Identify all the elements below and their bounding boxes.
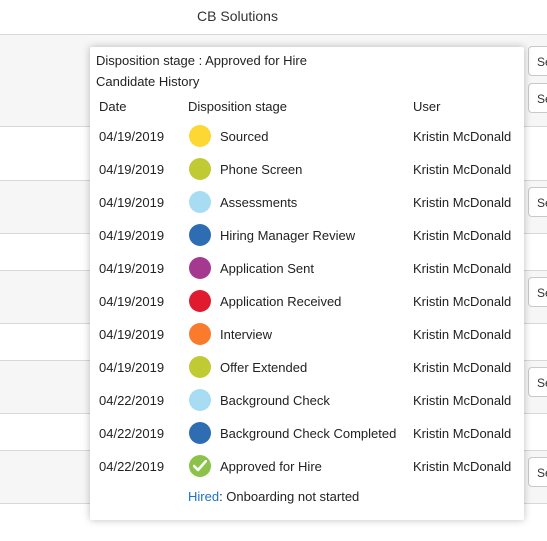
history-row: 04/22/2019 Background Check Completed Kris… — [90, 417, 524, 450]
row-date: 04/19/2019 — [99, 195, 165, 210]
row-user: Kristin McDonald — [413, 228, 512, 243]
select-button[interactable]: Se — [528, 457, 547, 487]
page-title: CB Solutions — [197, 8, 278, 24]
stage-color-dot — [189, 224, 211, 246]
row-user: Kristin McDonald — [413, 195, 512, 210]
user-column-header: User — [413, 99, 441, 114]
row-user: Kristin McDonald — [413, 261, 512, 276]
row-date: 04/19/2019 — [99, 360, 165, 375]
row-stage: Background Check — [220, 393, 330, 408]
row-user: Kristin McDonald — [413, 294, 512, 309]
row-date: 04/19/2019 — [99, 261, 165, 276]
stage-color-dot — [189, 125, 211, 147]
stage-color-dot — [189, 323, 211, 345]
row-stage: Background Check Completed — [220, 426, 397, 441]
row-stage: Sourced — [220, 129, 269, 144]
row-date: 04/19/2019 — [99, 129, 165, 144]
select-button[interactable]: Se — [528, 367, 547, 397]
date-column-header: Date — [99, 99, 127, 114]
row-stage: Phone Screen — [220, 162, 303, 177]
hired-link[interactable]: Hired — [188, 489, 220, 504]
row-date: 04/22/2019 — [99, 393, 165, 408]
stage-color-dot — [189, 422, 211, 444]
stage-column-header: Disposition stage — [188, 99, 287, 114]
history-row: 04/22/2019 Background Check Kristin McDona… — [90, 384, 524, 417]
select-button[interactable]: Se — [528, 277, 547, 307]
row-user: Kristin McDonald — [413, 459, 512, 474]
history-row: 04/19/2019 Hiring Manager Review Kristin M… — [90, 219, 524, 252]
check-icon — [189, 455, 211, 477]
history-row: 04/22/2019 Approved for Hire Kristin McDon… — [90, 450, 524, 483]
row-user: Kristin McDonald — [413, 162, 512, 177]
row-user: Kristin McDonald — [413, 360, 512, 375]
row-date: 04/19/2019 — [99, 327, 165, 342]
select-button[interactable]: Se — [528, 46, 547, 76]
history-row: 04/19/2019 Assessments Kristin McDonald — [90, 186, 524, 219]
history-row: 04/19/2019 Interview Kristin McDonald — [90, 318, 524, 351]
row-stage: Interview — [220, 327, 273, 342]
row-user: Kristin McDonald — [413, 426, 512, 441]
history-row: 04/19/2019 Sourced Kristin McDonald — [90, 120, 524, 153]
history-row: 04/19/2019 Application Received Kristin Mc… — [90, 285, 524, 318]
candidate-history-title: Candidate History — [96, 74, 200, 89]
row-stage: Approved for Hire — [220, 459, 322, 474]
row-date: 04/19/2019 — [99, 162, 165, 177]
stage-color-dot — [189, 257, 211, 279]
row-date: 04/19/2019 — [99, 228, 165, 243]
row-date: 04/22/2019 — [99, 459, 165, 474]
hire-status: Hired: Onboarding not started — [188, 489, 359, 504]
onboarding-status-text: : Onboarding not started — [219, 489, 360, 504]
row-user: Kristin McDonald — [413, 393, 512, 408]
row-date: 04/19/2019 — [99, 294, 165, 309]
row-stage: Application Received — [220, 294, 342, 309]
select-button[interactable]: Se — [528, 187, 547, 217]
row-stage: Offer Extended — [220, 360, 308, 375]
disposition-stage-heading: Disposition stage : Approved for Hire — [96, 53, 307, 68]
candidate-history-popup: Disposition stage : Approved for Hire Ca… — [90, 47, 524, 520]
history-row: 04/19/2019 Application Sent Kristin McDona… — [90, 252, 524, 285]
row-stage: Hiring Manager Review — [220, 228, 356, 243]
stage-color-dot — [189, 158, 211, 180]
stage-color-dot — [189, 290, 211, 312]
history-row: 04/19/2019 Offer Extended Kristin McDonald — [90, 351, 524, 384]
row-date: 04/22/2019 — [99, 426, 165, 441]
row-stage: Assessments — [220, 195, 298, 210]
stage-color-dot — [189, 389, 211, 411]
stage-color-dot — [189, 191, 211, 213]
row-user: Kristin McDonald — [413, 327, 512, 342]
history-row: 04/19/2019 Phone Screen Kristin McDonald — [90, 153, 524, 186]
row-user: Kristin McDonald — [413, 129, 512, 144]
select-button[interactable]: Se — [528, 83, 547, 113]
row-stage: Application Sent — [220, 261, 314, 276]
stage-color-dot — [189, 356, 211, 378]
